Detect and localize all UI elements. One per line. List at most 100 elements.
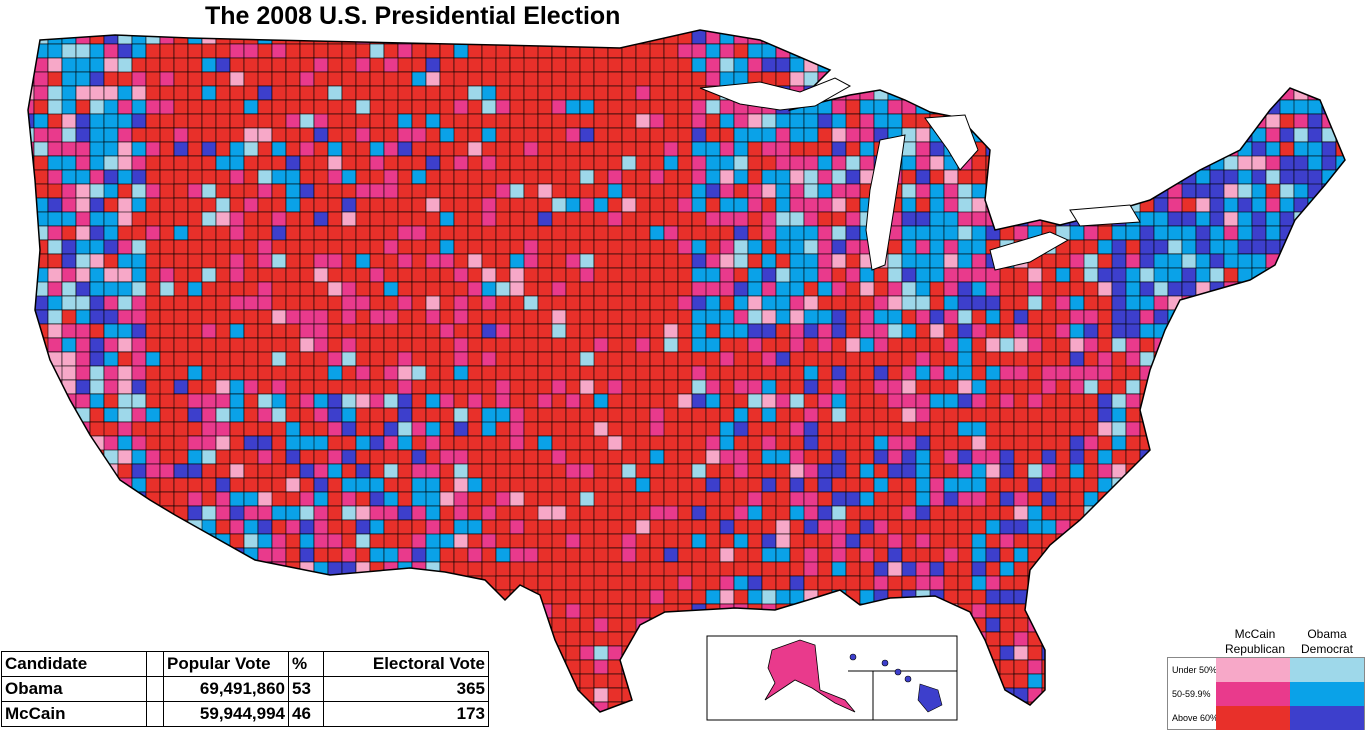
county-cell xyxy=(1055,393,1071,409)
county-cell xyxy=(1041,57,1057,73)
county-cell xyxy=(747,365,763,381)
county-cell xyxy=(173,547,189,563)
county-cell xyxy=(1321,407,1337,437)
county-cell xyxy=(1111,533,1127,549)
county-cell xyxy=(425,491,441,507)
county-cell xyxy=(1069,533,1085,549)
county-cell xyxy=(411,337,427,353)
county-cell xyxy=(1041,421,1057,437)
county-cell xyxy=(1293,239,1323,255)
county-cell xyxy=(257,30,273,45)
county-cell xyxy=(915,141,931,157)
county-cell xyxy=(523,155,539,171)
county-cell xyxy=(579,631,595,647)
county-cell xyxy=(803,477,819,493)
county-cell xyxy=(1293,225,1309,255)
county-cell xyxy=(551,337,567,353)
county-cell xyxy=(453,183,469,199)
county-cell xyxy=(187,589,217,605)
county-cell xyxy=(985,533,1001,549)
county-cell xyxy=(481,603,511,619)
county-cell xyxy=(383,351,399,367)
county-cell xyxy=(453,407,469,423)
county-cell xyxy=(817,617,833,633)
county-cell xyxy=(1293,519,1309,535)
county-cell xyxy=(523,687,539,703)
county-cell xyxy=(1083,295,1099,311)
county-cell xyxy=(103,491,119,507)
county-cell xyxy=(509,505,525,521)
county-cell xyxy=(552,716,566,730)
county-cell xyxy=(383,589,399,605)
county-cell xyxy=(229,407,245,423)
county-cell xyxy=(159,421,175,437)
county-cell xyxy=(467,561,483,577)
county-cell xyxy=(187,617,217,633)
county-cell xyxy=(593,561,609,577)
county-cell xyxy=(873,113,889,129)
county-cell xyxy=(1041,323,1057,339)
county-cell xyxy=(691,589,707,605)
county-cell xyxy=(271,449,287,465)
county-cell xyxy=(271,183,287,199)
county-cell xyxy=(285,309,301,325)
county-cell xyxy=(649,589,665,605)
county-cell xyxy=(943,477,959,493)
county-cell xyxy=(103,71,119,87)
county-cell xyxy=(355,183,371,199)
county-cell xyxy=(285,71,301,87)
county-cell xyxy=(579,113,595,129)
county-cell xyxy=(663,547,679,563)
county-cell xyxy=(285,225,301,241)
county-cell xyxy=(1153,631,1169,647)
county-cell xyxy=(89,71,105,87)
county-cell xyxy=(789,533,805,549)
county-cell xyxy=(467,337,483,353)
county-cell xyxy=(719,421,735,437)
county-cell xyxy=(1321,561,1345,577)
county-cell xyxy=(1042,716,1056,730)
county-cell xyxy=(61,505,77,521)
county-cell xyxy=(1195,113,1211,129)
county-cell xyxy=(551,99,567,115)
county-cell xyxy=(1237,491,1253,521)
county-cell xyxy=(1209,43,1225,59)
county-cell xyxy=(761,281,777,297)
county-cell xyxy=(131,393,147,409)
county-cell xyxy=(705,449,721,465)
county-cell xyxy=(187,365,203,381)
county-cell xyxy=(495,421,511,437)
county-cell xyxy=(47,141,63,157)
county-cell xyxy=(75,505,105,521)
county-cell xyxy=(355,155,371,171)
county-cell xyxy=(999,169,1015,185)
county-cell xyxy=(859,505,875,521)
county-cell xyxy=(621,295,637,311)
county-cell xyxy=(187,309,203,325)
county-cell xyxy=(33,225,49,241)
county-cell xyxy=(47,337,63,353)
county-cell xyxy=(705,365,721,381)
county-cell xyxy=(369,575,385,591)
county-cell xyxy=(621,169,637,185)
county-cell xyxy=(1181,435,1197,451)
county-cell xyxy=(1055,659,1071,675)
county-cell xyxy=(229,43,245,59)
county-cell xyxy=(173,57,189,73)
county-cell xyxy=(75,463,105,479)
county-cell xyxy=(1139,659,1155,675)
county-cell xyxy=(621,323,637,339)
county-cell xyxy=(1279,281,1295,297)
county-cell xyxy=(243,155,259,171)
county-cell xyxy=(1335,183,1345,199)
popular-vote: 59,944,994 xyxy=(163,701,289,727)
county-cell xyxy=(243,337,259,353)
county-cell xyxy=(1181,99,1197,115)
county-cell xyxy=(425,463,441,479)
county-cell xyxy=(1125,701,1141,712)
county-cell xyxy=(173,365,189,381)
county-cell xyxy=(481,365,497,381)
county-cell xyxy=(271,239,287,255)
county-cell xyxy=(1307,407,1323,423)
county-cell xyxy=(285,547,301,563)
